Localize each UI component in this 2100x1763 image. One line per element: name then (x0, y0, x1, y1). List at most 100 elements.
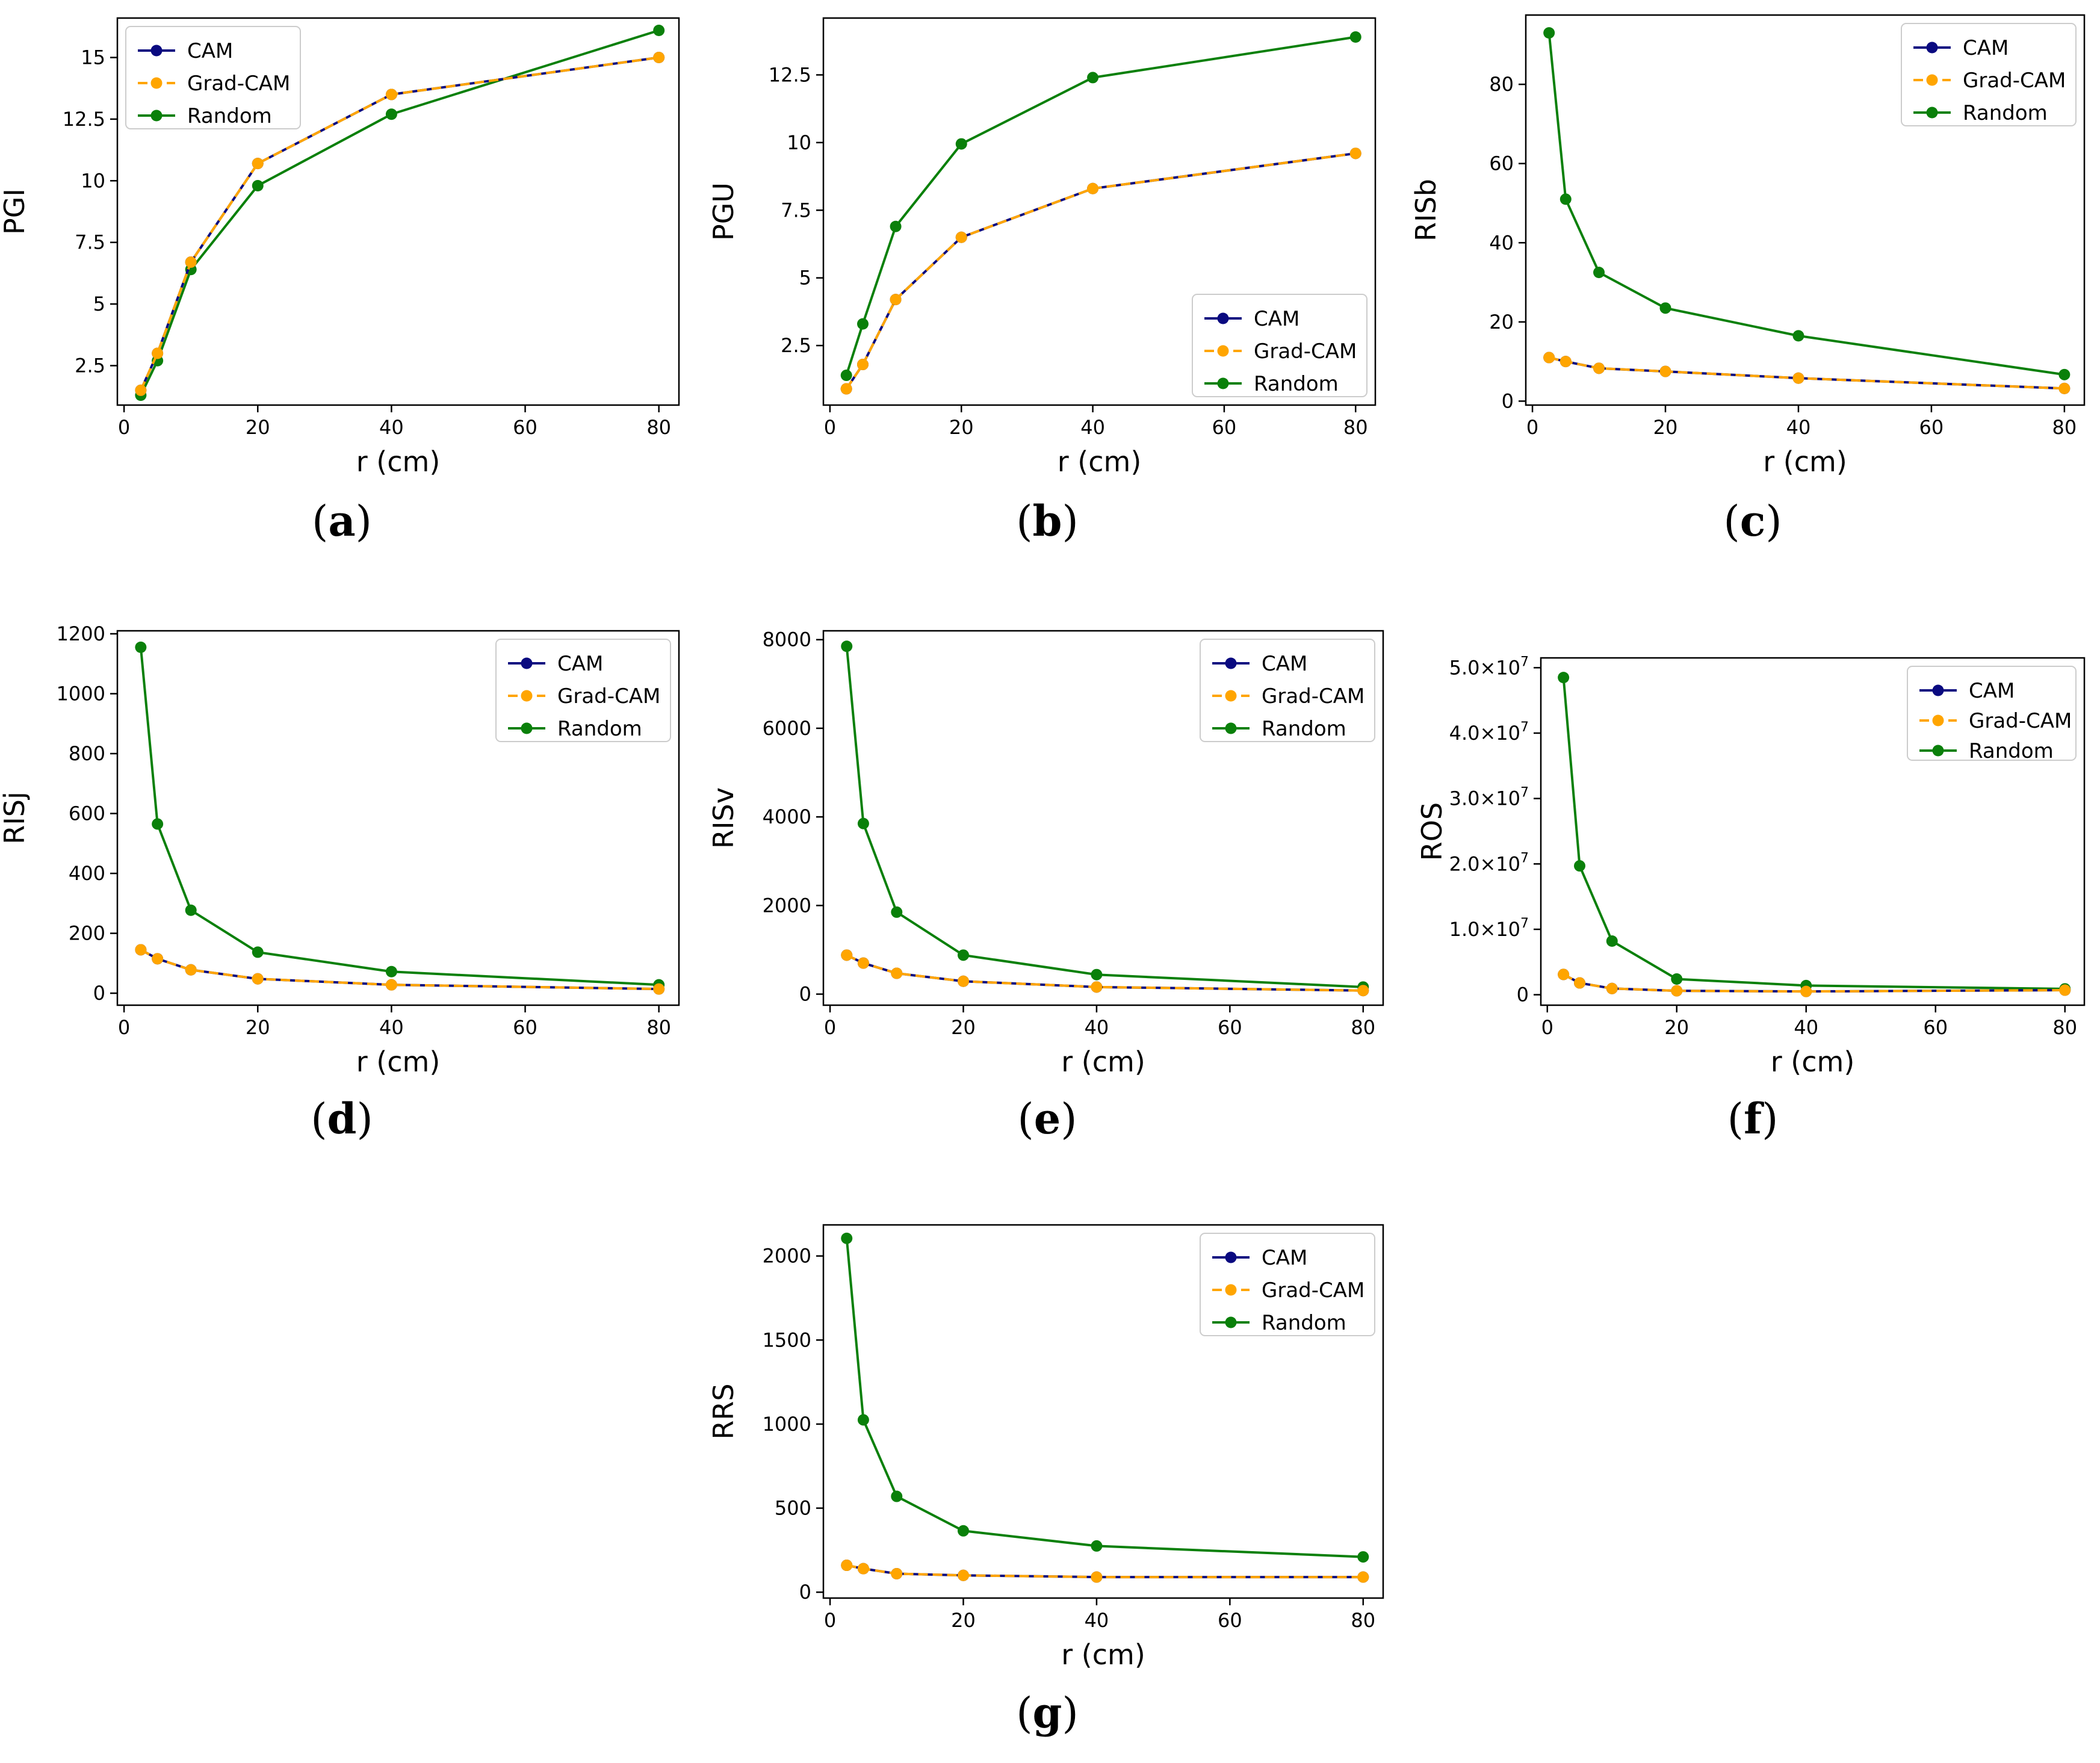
x-tick-label: 80 (646, 416, 671, 439)
x-tick-label: 80 (2052, 1016, 2077, 1039)
data-point-random (1091, 968, 1103, 981)
legend-label-random: Random (1262, 717, 1346, 741)
legend-label-random: Random (1262, 1311, 1346, 1335)
legend-box (1200, 1233, 1375, 1336)
legend-label-grad-cam: Grad-CAM (1262, 1278, 1364, 1303)
x-tick-label: 80 (2052, 416, 2077, 439)
x-axis-label: r (cm) (1061, 1046, 1145, 1078)
legend-box (1200, 639, 1375, 742)
data-point-grad-cam (1357, 1571, 1369, 1583)
y-tick-label: 8000 (763, 628, 811, 651)
data-point-grad-cam (958, 975, 969, 987)
x-tick-label: 60 (513, 1016, 537, 1039)
legend-marker-random (521, 722, 533, 734)
legend: CAM Grad-CAM Random (495, 639, 671, 742)
series-line-random (1562, 677, 2065, 990)
data-point-grad-cam (385, 979, 397, 991)
legend-label-random: Random (557, 717, 642, 741)
data-point-grad-cam (890, 294, 902, 306)
data-point-grad-cam (1091, 981, 1103, 993)
series-line-grad-cam (846, 1564, 1363, 1579)
data-point-random (857, 1414, 869, 1426)
y-tick-label: 5.0×107 (1449, 654, 1529, 679)
y-axis-label: ROS (1416, 802, 1448, 861)
data-point-random (857, 318, 869, 330)
data-point-random (958, 949, 969, 961)
x-axis-label: r (cm) (356, 1046, 441, 1078)
x-tick-label: 40 (1085, 1609, 1109, 1632)
data-point-random (890, 220, 902, 232)
y-tick-label: 10 (787, 131, 811, 154)
legend-label-grad-cam: Grad-CAM (1963, 69, 2066, 93)
y-tick-label: 200 (69, 922, 105, 945)
x-tick-label: 0 (824, 416, 836, 439)
data-point-random (958, 1525, 969, 1537)
legend-marker-random (1932, 745, 1944, 757)
data-point-grad-cam (2059, 984, 2071, 996)
x-tick-label: 20 (1664, 1016, 1689, 1039)
legend-marker-cam (1225, 1251, 1237, 1263)
y-tick-label: 0 (1517, 984, 1529, 1006)
legend-marker-cam (150, 45, 163, 57)
series-line-grad-cam (140, 949, 659, 991)
data-point-random (1543, 27, 1555, 39)
y-tick-label: 2.0×107 (1449, 851, 1529, 875)
legend: CAM Grad-CAM Random (1200, 1233, 1375, 1336)
data-point-grad-cam (135, 944, 147, 956)
legend-label-cam: CAM (557, 652, 603, 676)
series-line-random (139, 647, 659, 987)
plot-frame (822, 1224, 1384, 1599)
legend-label-random: Random (187, 104, 272, 128)
y-tick-label: 1000 (57, 682, 105, 705)
legend: CAM Grad-CAM Random (125, 26, 301, 129)
plot-frame (822, 630, 1384, 1006)
x-tick-label: 0 (118, 1016, 130, 1039)
legend-marker-cam (1217, 312, 1229, 324)
y-axis-label: PGU (707, 182, 740, 241)
x-tick-label: 80 (1351, 1016, 1375, 1039)
legend-label-cam: CAM (1262, 652, 1307, 676)
x-axis-label: r (cm) (1763, 445, 1847, 478)
legend-label-cam: CAM (1262, 1246, 1307, 1270)
data-point-grad-cam (1792, 372, 1804, 384)
legend-marker-random (1225, 722, 1237, 734)
legend-marker-grad-cam (1217, 345, 1229, 357)
legend-marker-grad-cam (150, 77, 163, 89)
data-point-random (841, 640, 853, 652)
chart-panel-e: 0 20 40 60 80 0 2000 4000 6000 8000 r (cm) RISv CAM G… (707, 628, 1384, 1144)
data-point-grad-cam (891, 967, 903, 979)
data-point-grad-cam (152, 347, 164, 359)
x-tick-label: 20 (951, 1609, 976, 1632)
x-tick-label: 20 (1653, 416, 1678, 439)
y-tick-label: 0 (799, 1581, 811, 1603)
plot-frame (116, 17, 680, 406)
y-tick-label: 15 (81, 46, 105, 69)
data-point-grad-cam (135, 384, 147, 396)
legend-marker-cam (1926, 42, 1938, 54)
data-point-random (891, 1490, 903, 1502)
y-tick-label: 1000 (763, 1413, 811, 1436)
data-point-random (857, 817, 869, 829)
data-point-grad-cam (252, 158, 264, 170)
series-line-grad-cam (140, 56, 659, 391)
data-point-random (1593, 267, 1605, 279)
data-point-grad-cam (955, 231, 967, 243)
x-axis-label: r (cm) (1061, 1638, 1145, 1671)
plot-frame (116, 630, 680, 1006)
legend: CAM Grad-CAM Random (1192, 294, 1367, 397)
series-line-random (140, 29, 660, 396)
y-tick-label: 7.5 (75, 231, 105, 254)
data-point-random (1560, 193, 1572, 205)
x-tick-label: 40 (1786, 416, 1811, 439)
y-axis-label: PGI (0, 188, 31, 235)
legend-label-cam: CAM (1969, 679, 2015, 703)
data-point-grad-cam (840, 383, 852, 395)
y-tick-label: 1200 (57, 622, 105, 645)
x-tick-label: 0 (1541, 1016, 1553, 1039)
legend-marker-random (150, 110, 163, 122)
y-tick-label: 500 (775, 1497, 811, 1520)
y-tick-label: 6000 (763, 717, 811, 740)
y-tick-label: 5 (799, 267, 811, 290)
y-axis-label: RISj (0, 792, 31, 844)
legend-box (1901, 23, 2077, 126)
